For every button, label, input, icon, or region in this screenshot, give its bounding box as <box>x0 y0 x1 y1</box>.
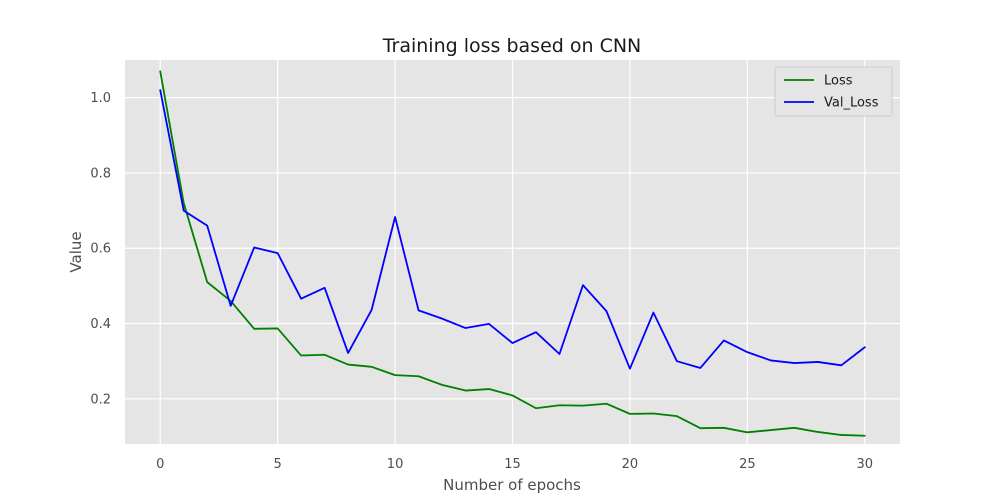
y-tick-label: 0.2 <box>90 392 111 407</box>
y-axis-label: Value <box>67 231 85 272</box>
grid <box>125 60 900 444</box>
x-tick-label: 0 <box>156 457 164 472</box>
x-tick-label: 30 <box>856 457 873 472</box>
y-tick-label: 0.8 <box>90 166 111 181</box>
y-tick-label: 0.6 <box>90 242 111 257</box>
legend-label-val-loss: Val_Loss <box>824 96 879 111</box>
x-tick-label: 10 <box>387 457 404 472</box>
x-tick-label: 25 <box>739 457 756 472</box>
series-line-loss <box>159 70 866 437</box>
legend: Loss Val_Loss <box>774 66 893 117</box>
series-layer <box>159 70 866 437</box>
chart-title: Training loss based on CNN <box>382 35 642 57</box>
x-tick-label: 20 <box>622 457 639 472</box>
legend-label-loss: Loss <box>824 74 853 89</box>
x-tick-label: 5 <box>274 457 282 472</box>
x-axis: 0 5 10 15 20 25 30 <box>156 457 873 472</box>
x-tick-label: 15 <box>504 457 521 472</box>
y-tick-label: 0.4 <box>90 317 111 332</box>
y-axis: 0.2 0.4 0.6 0.8 1.0 <box>90 91 111 407</box>
x-axis-label: Number of epochs <box>443 476 581 494</box>
series-line-val-loss <box>159 89 866 370</box>
y-tick-label: 1.0 <box>90 91 111 106</box>
